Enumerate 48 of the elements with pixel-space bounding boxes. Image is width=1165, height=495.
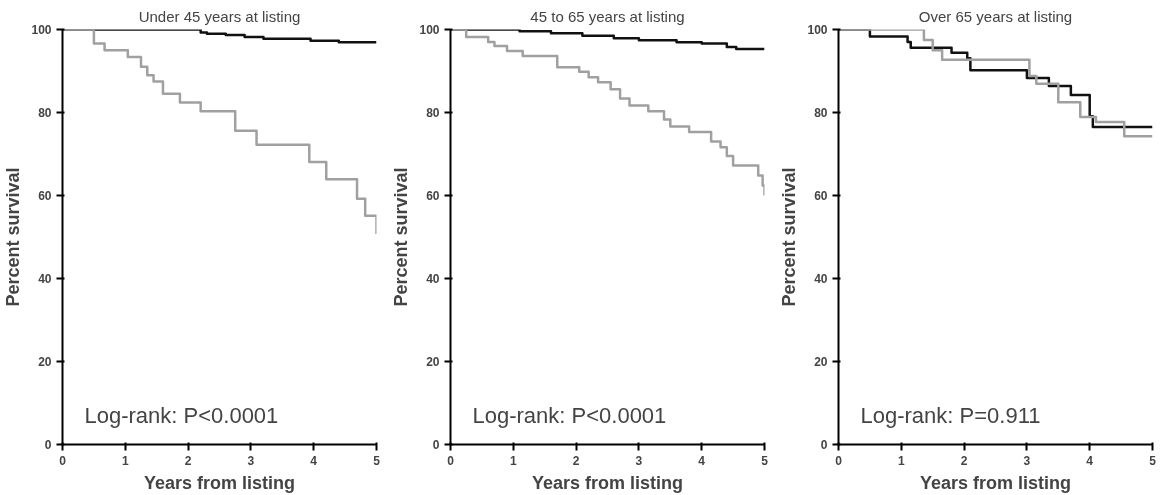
- y-tick-label: 20: [814, 355, 828, 369]
- x-tick-label: 4: [310, 453, 318, 468]
- annotation: Log-rank: P<0.0001: [472, 402, 667, 428]
- y-tick-label: 80: [814, 106, 828, 120]
- y-tick-label: 40: [814, 272, 828, 286]
- y-tick-label: 0: [44, 438, 52, 452]
- y-tick-label: 40: [426, 272, 440, 286]
- y-tick-label: 20: [38, 355, 52, 369]
- y-tick-label: 0: [820, 438, 828, 452]
- y-tick-label: 20: [426, 355, 440, 369]
- x-tick-label: 1: [509, 453, 517, 468]
- y-tick-label: 80: [38, 106, 52, 120]
- x-tick-label: 0: [59, 453, 67, 468]
- y-axis-title: Percent survival: [391, 167, 412, 307]
- x-axis-title: Years from listing: [143, 472, 296, 493]
- x-axis-title: Years from listing: [531, 472, 684, 493]
- x-tick-label: 4: [698, 453, 706, 468]
- chart-title: Over 65 years at listing: [918, 7, 1073, 25]
- annotation: Log-rank: P=0.911: [860, 402, 1041, 428]
- x-tick-label: 2: [184, 453, 192, 468]
- x-tick-label: 0: [447, 453, 455, 468]
- y-tick-label: 60: [38, 189, 52, 203]
- x-tick-label: 3: [1023, 453, 1031, 468]
- x-tick-label: 5: [1149, 453, 1157, 468]
- x-tick-label: 4: [1086, 453, 1094, 468]
- x-tick-label: 3: [247, 453, 255, 468]
- y-tick-label: 0: [432, 438, 440, 452]
- y-axis-title: Percent survival: [779, 167, 800, 307]
- y-tick-label: 60: [426, 189, 440, 203]
- x-tick-label: 2: [572, 453, 580, 468]
- x-tick-label: 1: [897, 453, 905, 468]
- y-tick-label: 40: [38, 272, 52, 286]
- y-tick-label: 80: [426, 106, 440, 120]
- y-tick-label: 60: [814, 189, 828, 203]
- x-tick-label: 3: [635, 453, 643, 468]
- x-tick-label: 1: [121, 453, 129, 468]
- x-tick-label: 2: [960, 453, 968, 468]
- x-tick-label: 5: [373, 453, 381, 468]
- y-tick-label: 100: [419, 23, 440, 37]
- chart-title: Under 45 years at listing: [138, 7, 301, 25]
- annotation: Log-rank: P<0.0001: [84, 402, 279, 428]
- y-tick-label: 100: [31, 23, 52, 37]
- x-axis-title: Years from listing: [919, 472, 1072, 493]
- y-axis-title: Percent survival: [3, 167, 24, 307]
- y-tick-label: 100: [807, 23, 828, 37]
- x-tick-label: 5: [761, 453, 769, 468]
- x-tick-label: 0: [835, 453, 843, 468]
- chart-title: 45 to 65 years at listing: [530, 7, 685, 25]
